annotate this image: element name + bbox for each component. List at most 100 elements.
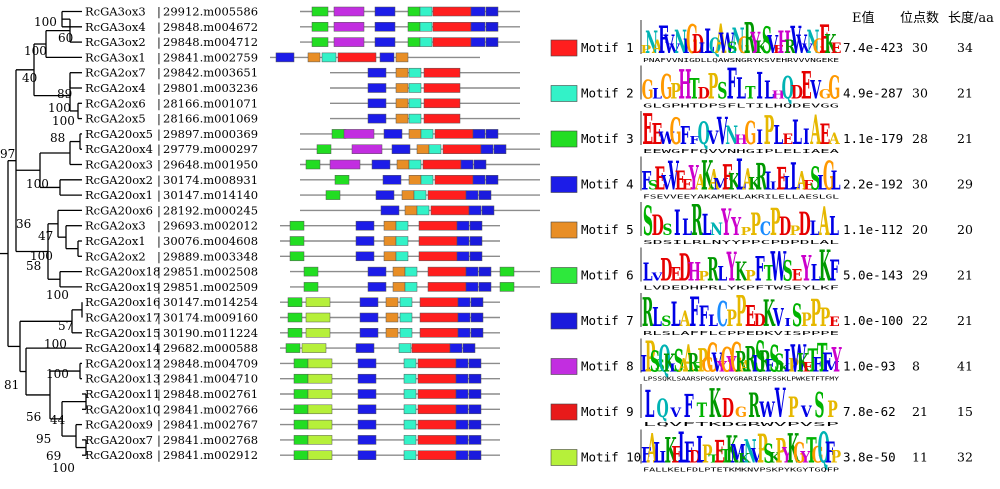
logo-letter: L	[811, 260, 821, 286]
gene-id: 29851.m002508	[163, 265, 258, 279]
logo-letter: P	[776, 432, 787, 471]
motif-block	[419, 297, 459, 307]
motif-block	[411, 343, 451, 353]
gene-name: RcGA20ox15	[85, 326, 160, 340]
logo-letter: K	[709, 380, 722, 427]
logo-letter: F	[658, 17, 668, 62]
logo-letter: Q	[818, 425, 830, 473]
gene-name: RcGA20ox16	[85, 295, 160, 309]
gene-id: 29841.m002767	[163, 418, 258, 432]
motif-block	[465, 282, 479, 292]
motif-block	[305, 297, 331, 307]
motif-block	[329, 159, 361, 170]
motif-block	[357, 389, 377, 399]
id-separator: |	[157, 112, 161, 127]
motif-block	[499, 266, 515, 277]
logo-letter: F	[825, 436, 835, 470]
motif-block	[417, 373, 457, 384]
gene-id: 28192.m000245	[163, 203, 258, 217]
logo-letter: F	[755, 250, 765, 289]
gene-id: 29841.m004710	[163, 372, 258, 386]
bootstrap-value: 100	[30, 249, 53, 263]
evalue-header: E值	[852, 10, 875, 26]
logo-letter: N	[645, 25, 658, 61]
logo-letter: G	[702, 354, 714, 377]
logo-consensus: RLSLAFFLCPPEDKVISPPPE	[643, 331, 839, 337]
motif-block	[367, 266, 387, 277]
bootstrap-value: 100	[52, 461, 75, 475]
motif-block	[293, 404, 309, 415]
motif-block	[470, 328, 484, 338]
logo-letter: R	[755, 155, 767, 199]
motif-block	[416, 205, 430, 216]
logo-letter: P	[801, 309, 812, 330]
logo-letter: A	[677, 355, 689, 376]
logo-letter: P	[790, 225, 801, 239]
logo-letter: D	[799, 205, 811, 243]
logo-letter: R	[687, 348, 699, 378]
logo-letter: A	[708, 164, 720, 197]
legend-label: Motif 9	[581, 404, 634, 419]
logo-letter: G	[735, 405, 747, 421]
motif-block	[321, 52, 337, 63]
logo-letter: P	[827, 397, 838, 423]
motif-block	[478, 266, 492, 277]
logo-letter: G	[660, 68, 672, 107]
logo-letter: F	[680, 122, 690, 150]
motif-block	[460, 159, 474, 170]
motif-block	[374, 37, 396, 47]
motif-block	[311, 37, 329, 47]
motif-block	[419, 6, 433, 17]
logo-letter: P	[726, 306, 737, 332]
bootstrap-value: 95	[36, 432, 51, 446]
motif-block	[455, 373, 469, 384]
logo-letter: N	[732, 21, 745, 62]
logo-letter: E	[671, 442, 682, 468]
gene-id: 30174.m009160	[163, 311, 258, 325]
motif-block	[367, 98, 387, 109]
motif-block	[408, 67, 422, 78]
gene-name: RcGA3ox1	[85, 50, 146, 64]
gene-name: RcGA20ox6	[85, 203, 153, 217]
motif-block	[337, 52, 377, 63]
legend-label: Motif 2	[581, 86, 634, 101]
logo-letter: P	[698, 270, 709, 284]
gene-id: 30147.m014140	[163, 188, 258, 202]
motif-block	[285, 343, 301, 353]
logo-letter: R	[748, 387, 760, 426]
motif-evalue: 1.0e-100	[843, 313, 903, 328]
motif-block	[380, 205, 400, 216]
motif-block	[423, 67, 461, 78]
logo-letter: K	[787, 425, 800, 473]
logo-letter: Y	[781, 444, 792, 469]
motif-block	[355, 220, 375, 231]
motif-length: 21	[957, 313, 973, 328]
logo-letter: K	[748, 173, 761, 194]
logo-letter: A	[810, 107, 822, 155]
motif-block	[403, 419, 417, 430]
id-separator: |	[157, 20, 161, 35]
logo-letter: Y	[801, 249, 812, 290]
motif-block	[469, 220, 483, 231]
gene-id: 29693.m002012	[163, 219, 258, 233]
logo-letter: S	[661, 314, 671, 330]
motif-block	[472, 129, 486, 139]
logo-letter: T	[806, 431, 817, 472]
motif-block	[455, 435, 469, 445]
gene-name: RcGA2ox6	[85, 96, 146, 110]
motif-block	[434, 129, 474, 139]
logo-letter: P	[770, 199, 781, 244]
motif-block	[419, 22, 433, 32]
logo-letter: K	[778, 361, 791, 374]
logo-letter: S	[783, 255, 793, 288]
motif-block	[408, 129, 422, 139]
legend-label: Motif 5	[581, 222, 634, 237]
logo-consensus: EEWGFFQVVNHGIPLELIAEA	[643, 149, 841, 155]
logo-letter: A	[796, 166, 808, 196]
id-separator: |	[157, 448, 161, 463]
logo-letter: Y	[726, 243, 737, 290]
gene-name: RcGA20ox10	[85, 402, 160, 416]
logo-letter: Y	[831, 341, 842, 380]
motif-length: 32	[957, 450, 973, 465]
